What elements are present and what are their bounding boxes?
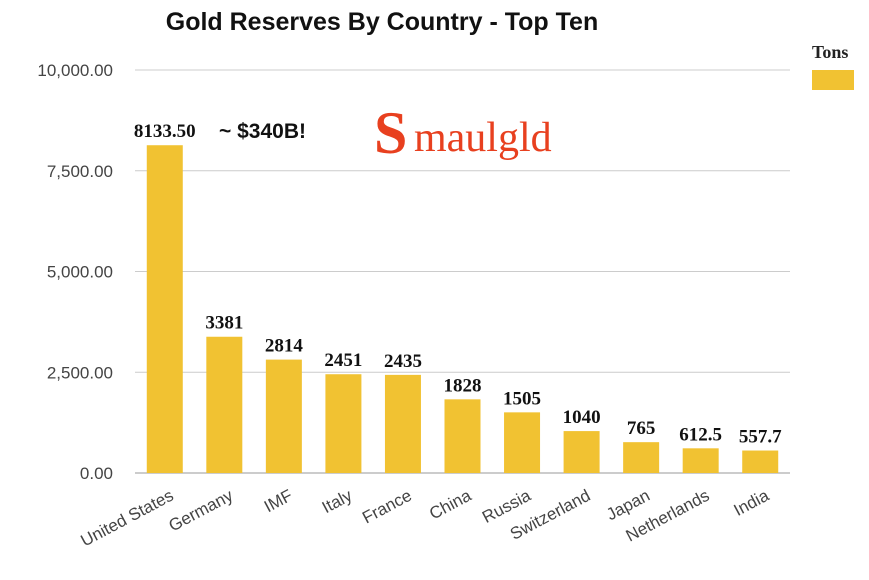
legend: Tons [812, 42, 854, 90]
bar-netherlands [682, 448, 719, 473]
bar-united-states [146, 145, 183, 473]
x-tick-label: Italy [319, 486, 356, 518]
bar-china [444, 399, 481, 473]
data-label: 8133.50 [134, 121, 196, 142]
data-label: 2451 [324, 350, 362, 371]
y-tick-label: 10,000.00 [37, 61, 113, 80]
data-label: 2814 [265, 336, 304, 357]
x-tick-label: China [426, 486, 475, 524]
data-label: 765 [627, 418, 656, 439]
data-label: 1040 [563, 407, 601, 428]
grid [135, 69, 790, 474]
logo-text: maulgld [414, 115, 552, 161]
x-tick-label: India [731, 486, 773, 520]
data-label: 1828 [444, 375, 482, 396]
logo-initial: S [374, 100, 407, 166]
annotation: ~ $340B! [219, 120, 306, 143]
bar-india [742, 450, 779, 473]
bar-russia [504, 412, 541, 473]
y-tick-label: 7,500.00 [47, 162, 113, 181]
data-labels: 8133.50 3381 2814 2451 2435 1828 1505 1040 765 61… [134, 121, 782, 447]
x-tick-label: France [359, 486, 415, 528]
bar-france [384, 374, 421, 473]
bar-italy [325, 374, 362, 473]
x-tick-label: Germany [166, 486, 237, 536]
y-tick-label: 2,500.00 [47, 363, 113, 382]
bar-japan [623, 442, 660, 473]
chart-title: Gold Reserves By Country - Top Ten [166, 8, 598, 36]
bar-imf [265, 359, 302, 473]
y-axis: 0.00 2,500.00 5,000.00 7,500.00 10,000.00 [37, 61, 113, 483]
bars [146, 145, 779, 473]
x-tick-label: IMF [261, 486, 296, 517]
data-label: 2435 [384, 351, 422, 372]
data-label: 3381 [205, 313, 243, 334]
data-label: 612.5 [679, 424, 722, 445]
watermark-logo: S maulgld [374, 100, 552, 166]
data-label: 557.7 [739, 427, 782, 448]
y-tick-label: 0.00 [80, 464, 113, 483]
bar-switzerland [563, 431, 600, 473]
bar-germany [206, 336, 243, 473]
y-tick-label: 5,000.00 [47, 263, 113, 282]
legend-label: Tons [812, 42, 848, 62]
legend-swatch [812, 70, 854, 90]
data-label: 1505 [503, 388, 541, 409]
x-tick-label: United States [78, 486, 177, 551]
